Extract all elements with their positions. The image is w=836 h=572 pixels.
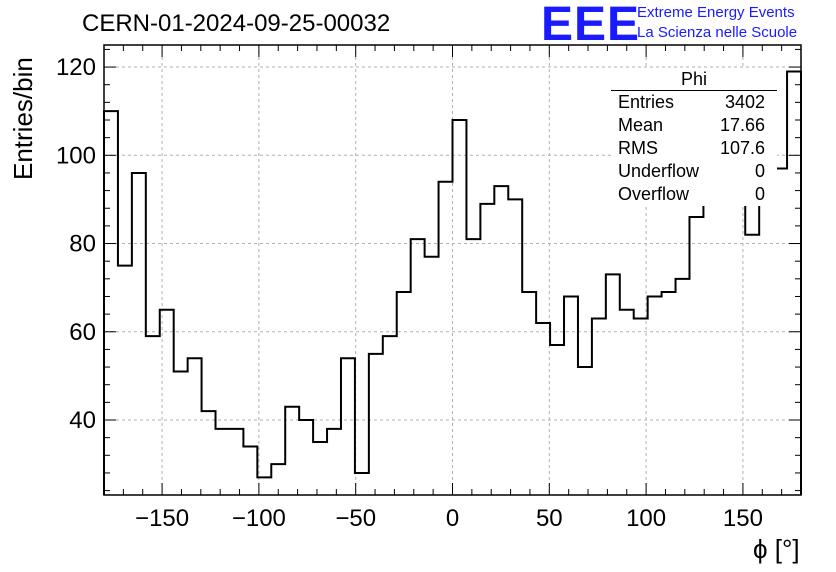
- histogram-bin: [285, 407, 299, 495]
- histogram-bin: [745, 235, 759, 495]
- histogram-bin: [634, 319, 648, 495]
- stats-row-entries: Entries 3402: [611, 91, 777, 114]
- stats-label: Overflow: [618, 184, 690, 204]
- stats-label: Underflow: [618, 161, 700, 181]
- logo-line-1: Extreme Energy Events: [637, 4, 795, 21]
- histogram-bin: [355, 473, 369, 495]
- histogram-bin: [327, 429, 341, 495]
- histogram-bin: [522, 292, 536, 495]
- stats-row-mean: Mean 17.66: [611, 114, 777, 137]
- histogram-bin: [299, 420, 313, 495]
- y-tick-label: 40: [69, 407, 96, 434]
- histogram-outline: [103, 70, 802, 495]
- histogram-bin: [216, 429, 230, 495]
- x-tick-label: 150: [723, 505, 763, 532]
- histogram-bin: [188, 358, 202, 495]
- histogram-bin: [466, 239, 480, 495]
- histogram-bin: [703, 169, 717, 495]
- histogram-bin: [773, 169, 787, 495]
- histogram-bin: [160, 310, 174, 495]
- histogram-bin: [229, 429, 243, 495]
- stats-row-rms: RMS 107.6: [611, 137, 777, 160]
- logo-line-2: La Scienza nelle Scuole: [637, 24, 798, 41]
- histogram-bin: [592, 319, 606, 495]
- stats-row-overflow: Overflow 0: [611, 183, 777, 206]
- histogram-bin: [341, 358, 355, 495]
- histogram-bin: [383, 336, 397, 495]
- stats-value: 107.6: [719, 138, 765, 158]
- histogram-bin: [480, 204, 494, 495]
- x-tick-label: −100: [232, 505, 286, 532]
- stats-value: 17.66: [719, 115, 765, 135]
- histogram-bin: [759, 191, 773, 495]
- plot-frame: [103, 44, 802, 496]
- histogram-bin: [536, 323, 550, 495]
- histogram-bin: [578, 367, 592, 495]
- stats-label: Mean: [618, 115, 664, 135]
- y-tick-label: 100: [56, 142, 96, 169]
- histogram-bin: [257, 477, 271, 495]
- stats-value: 0: [754, 184, 765, 204]
- histogram-bin: [439, 182, 453, 495]
- histogram-bin: [648, 296, 662, 495]
- x-tick-label: 100: [626, 505, 666, 532]
- histogram-bin: [508, 199, 522, 495]
- histogram-bin: [606, 274, 620, 495]
- x-tick-label: 0: [446, 505, 459, 532]
- histogram-bin: [397, 292, 411, 495]
- x-axis-label: ϕ [°]: [753, 534, 800, 564]
- histogram-bin: [104, 111, 118, 495]
- eee-logo: EEE: [541, 0, 641, 51]
- histogram-bin: [453, 120, 467, 495]
- histogram-bin: [564, 296, 578, 495]
- histogram-bin: [174, 371, 188, 495]
- histogram-bin: [132, 173, 146, 495]
- histogram-bin: [662, 292, 676, 495]
- histogram-bin: [425, 257, 439, 495]
- chart-title: CERN-01-2024-09-25-00032: [82, 10, 391, 37]
- y-axis-label: Entries/bin: [8, 57, 38, 180]
- stats-box: Phi Entries 3402 Mean 17.66 RMS 107.6 Un…: [611, 68, 777, 206]
- y-tick-label: 120: [56, 54, 96, 81]
- histogram-bin: [118, 266, 132, 495]
- histogram-bin: [494, 186, 508, 495]
- x-tick-label: −150: [135, 505, 189, 532]
- stats-label: Entries: [618, 92, 675, 112]
- histogram-bin: [787, 71, 801, 495]
- histogram-bin: [550, 345, 564, 495]
- histogram-bin: [620, 310, 634, 495]
- histogram-bin: [202, 411, 216, 495]
- histogram-bin: [146, 336, 160, 495]
- stats-title: Phi: [611, 68, 777, 91]
- stats-label: RMS: [618, 138, 658, 158]
- histogram-bin: [676, 279, 690, 495]
- stats-row-underflow: Underflow 0: [611, 160, 777, 183]
- stats-value: 3402: [724, 92, 765, 112]
- y-tick-label: 80: [69, 231, 96, 258]
- y-tick-label: 60: [69, 319, 96, 346]
- x-tick-label: −50: [335, 505, 376, 532]
- stats-value: 0: [754, 161, 765, 181]
- histogram-bin: [369, 354, 383, 495]
- histogram-bin: [411, 239, 425, 495]
- x-tick-label: 50: [536, 505, 563, 532]
- histogram-bin: [313, 442, 327, 495]
- histogram-bin: [717, 191, 731, 495]
- histogram-bin: [689, 217, 703, 495]
- histogram-bin: [243, 446, 257, 495]
- histogram-bin: [271, 464, 285, 495]
